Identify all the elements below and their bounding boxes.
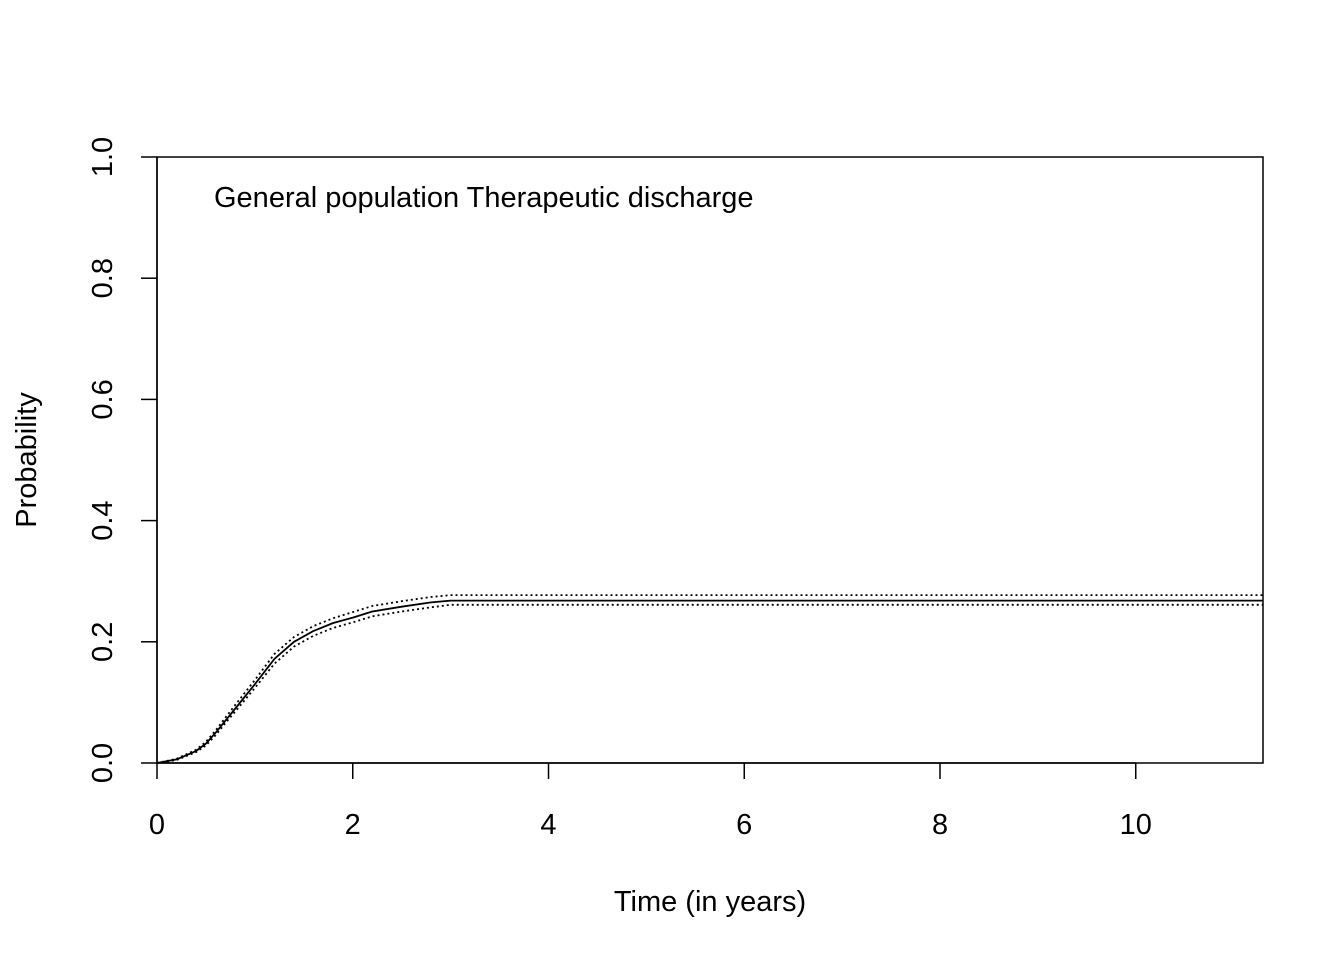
x-tick-label: 8: [932, 809, 948, 841]
series-layer: [156, 594, 1263, 764]
y-tick-label: 0.6: [87, 379, 119, 419]
series-line-upper-bound: [156, 594, 1263, 764]
y-tick-label: 0.0: [87, 743, 119, 783]
series-line-estimate: [156, 599, 1263, 764]
plot-frame: [156, 156, 1264, 764]
x-tick-label: 4: [540, 809, 556, 841]
x-tick-label: 10: [1120, 809, 1152, 841]
y-axis-label: Probability: [11, 392, 43, 528]
x-axis-label: Time (in years): [614, 886, 806, 918]
x-axis: 0 2 4 6 8 10: [149, 762, 1152, 841]
chart-title: General population Therapeutic discharge: [214, 182, 754, 214]
y-tick-label: 1.0: [87, 137, 119, 177]
y-tick-label: 0.2: [87, 622, 119, 662]
x-tick-label: 0: [149, 809, 165, 841]
y-tick-label: 0.4: [87, 500, 119, 540]
x-tick-label: 2: [345, 809, 361, 841]
y-tick-label: 0.8: [87, 258, 119, 298]
series-line-lower-bound: [156, 603, 1263, 764]
y-axis: 0.0 0.2 0.4 0.6 0.8 1.0: [87, 137, 158, 783]
x-tick-label: 6: [736, 809, 752, 841]
